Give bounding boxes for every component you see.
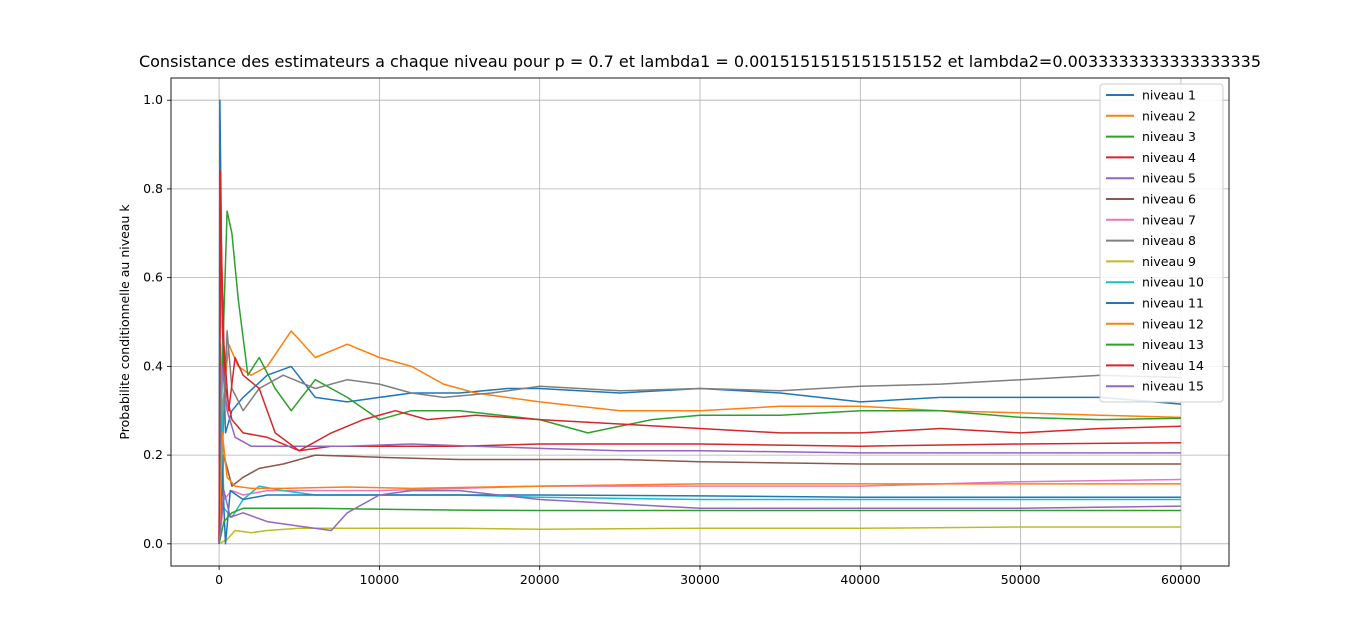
- series-group: [218, 99, 1181, 545]
- legend-label: niveau 8: [1142, 233, 1196, 248]
- series-line-niveau-13: [218, 507, 1181, 544]
- legend-label: niveau 12: [1142, 316, 1204, 331]
- legend-label: niveau 9: [1142, 254, 1196, 269]
- x-tick-label: 60000: [1161, 572, 1201, 587]
- legend-box: [1099, 83, 1224, 403]
- series-line-niveau-1: [218, 99, 1181, 544]
- plot-area: 0 10000 20000 30000 40000 50000 60000 0.00.20.…: [143, 77, 1230, 587]
- series-line-niveau-7: [218, 478, 1181, 544]
- x-tick-label: 10000: [360, 572, 400, 587]
- y-tick-label: 0.2: [143, 447, 163, 462]
- x-tick-label: 50000: [1001, 572, 1041, 587]
- legend-label: niveau 7: [1142, 212, 1196, 227]
- series-line-niveau-12: [218, 432, 1181, 544]
- y-tick-label: 0.8: [143, 181, 163, 196]
- y-tick-label: 1.0: [143, 92, 163, 107]
- legend-label: niveau 10: [1142, 275, 1204, 290]
- series-line-niveau-3: [218, 210, 1181, 544]
- legend-label: niveau 6: [1142, 192, 1196, 207]
- y-tick-label: 0.0: [143, 536, 163, 551]
- y-axis-label: Probabilite conditionnelle au niveau k: [117, 204, 132, 440]
- legend-label: niveau 5: [1142, 171, 1196, 186]
- y-tick-label: 0.6: [143, 270, 163, 285]
- legend-label: niveau 2: [1142, 108, 1196, 123]
- x-tick-label: 20000: [520, 572, 560, 587]
- series-line-niveau-11: [218, 454, 1181, 545]
- legend-label: niveau 4: [1142, 150, 1196, 165]
- series-line-niveau-14: [218, 219, 1181, 544]
- x-tick-label: 30000: [680, 572, 720, 587]
- series-line-niveau-5: [218, 365, 1181, 544]
- legend-label: niveau 15: [1142, 379, 1204, 394]
- legend-label: niveau 14: [1142, 358, 1204, 373]
- legend-label: niveau 1: [1142, 88, 1196, 103]
- legend-label: niveau 11: [1142, 296, 1204, 311]
- series-line-niveau-6: [218, 454, 1181, 544]
- legend-label: niveau 3: [1142, 129, 1196, 144]
- series-line-niveau-2: [218, 330, 1181, 544]
- series-line-niveau-4: [218, 170, 1181, 544]
- series-line-niveau-9: [218, 526, 1181, 545]
- y-axis-ticks: 0.0 0.2 0.4 0.6 0.8 1.0: [143, 92, 171, 551]
- x-axis-ticks: 0 10000 20000 30000 40000 50000 60000: [215, 566, 1201, 587]
- x-tick-label: 40000: [840, 572, 880, 587]
- series-line-niveau-15: [218, 489, 1181, 544]
- series-line-niveau-8: [218, 330, 1181, 544]
- x-tick-label: 0: [215, 572, 223, 587]
- legend-label: niveau 13: [1142, 337, 1204, 352]
- y-tick-label: 0.4: [143, 358, 163, 373]
- chart-title: Consistance des estimateurs a chaque niv…: [139, 52, 1261, 71]
- legend: niveau 1 niveau 2 niveau 3 niveau 4 niveau 5…: [1099, 83, 1224, 403]
